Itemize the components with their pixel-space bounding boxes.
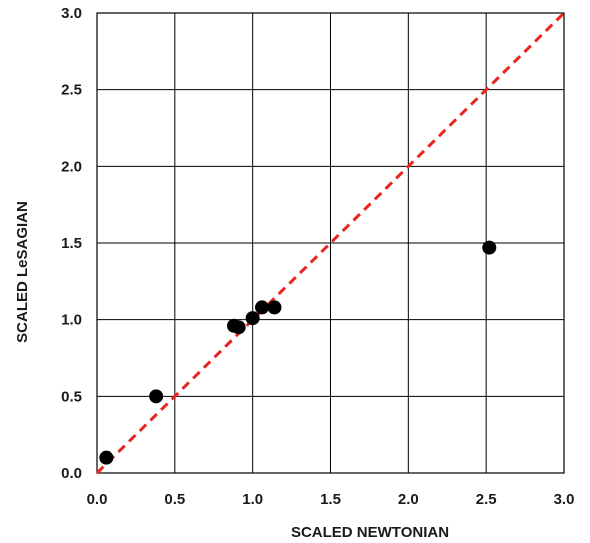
data-point bbox=[482, 240, 497, 255]
x-tick-label: 0.5 bbox=[164, 491, 185, 508]
x-tick-label: 1.5 bbox=[320, 491, 341, 508]
x-axis-title: SCALED NEWTONIAN bbox=[291, 524, 449, 541]
x-tick-label: 0.0 bbox=[87, 491, 108, 508]
x-tick-label: 1.0 bbox=[242, 491, 263, 508]
y-tick-label: 0.5 bbox=[61, 388, 82, 405]
y-tick-label: 1.0 bbox=[61, 312, 82, 329]
reference-line bbox=[95, 11, 566, 475]
y-tick-label: 3.0 bbox=[61, 5, 82, 22]
data-point bbox=[149, 389, 164, 404]
x-tick-label: 2.0 bbox=[398, 491, 419, 508]
data-points bbox=[99, 240, 497, 465]
y-tick-label: 2.5 bbox=[61, 82, 82, 99]
x-tick-label: 2.5 bbox=[476, 491, 497, 508]
x-tick-label: 3.0 bbox=[554, 491, 575, 508]
data-point bbox=[255, 300, 270, 315]
data-point bbox=[99, 450, 114, 465]
y-tick-labels: 0.0 0.5 1.0 1.5 2.0 2.5 3.0 bbox=[61, 5, 82, 482]
y-tick-label: 2.0 bbox=[61, 158, 82, 175]
y-tick-label: 0.0 bbox=[61, 465, 82, 482]
y-axis-title: SCALED LeSAGIAN bbox=[14, 201, 31, 343]
data-point bbox=[231, 320, 246, 335]
reference-line-group bbox=[95, 11, 566, 475]
data-point bbox=[245, 311, 260, 326]
plot-area-border bbox=[96, 12, 565, 474]
x-tick-labels: 0.0 0.5 1.0 1.5 2.0 2.5 3.0 bbox=[87, 491, 575, 508]
y-tick-label: 1.5 bbox=[61, 235, 82, 252]
data-point bbox=[267, 300, 282, 315]
